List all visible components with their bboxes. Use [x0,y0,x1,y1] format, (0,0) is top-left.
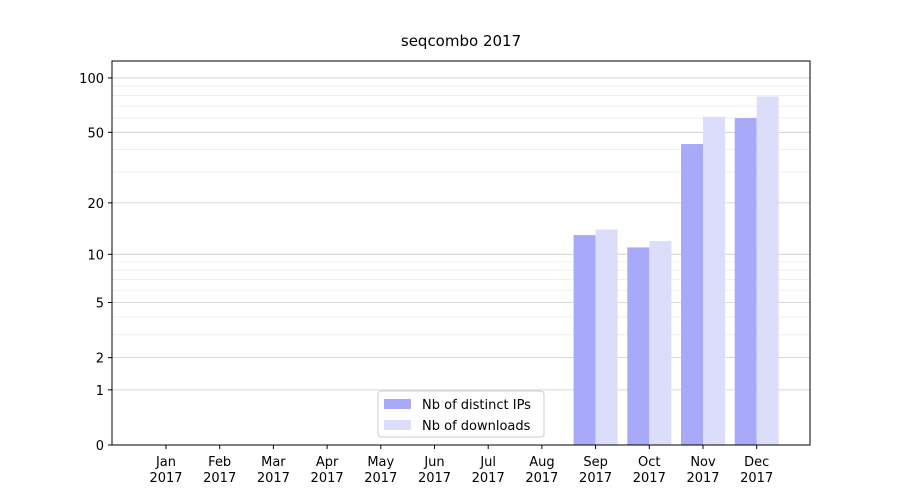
x-tick-label: Jul 2017 [472,455,505,486]
bar [681,144,703,445]
legend-swatch [384,420,411,430]
x-tick-label: Mar 2017 [257,455,290,486]
legend-label: Nb of distinct IPs [422,398,531,413]
legend-box [377,390,545,438]
bar [627,247,650,445]
bar [756,96,779,446]
x-tick-label: Apr 2017 [311,455,344,486]
x-tick-label: Jan 2017 [149,455,182,486]
y-tick-label: 20 [87,197,104,212]
x-tick-label: Sep 2017 [579,455,612,486]
x-tick-label: May 2017 [364,455,397,486]
legend-label: Nb of downloads [422,419,531,434]
y-tick-label: 50 [87,126,104,141]
x-tick-label: Feb 2017 [203,455,236,486]
x-tick-label: Aug 2017 [525,455,558,486]
x-tick-label: Jun 2017 [418,455,451,486]
plot-frame [111,60,811,446]
chart-title: seqcombo 2017 [401,32,521,50]
legend-swatch [384,399,411,409]
x-tick-label: Oct 2017 [633,455,666,486]
bar [595,229,618,445]
y-tick-label: 1 [96,384,104,399]
bar [734,118,757,445]
x-tick-label: Nov 2017 [686,455,719,486]
bar [703,116,725,445]
y-tick-label: 2 [96,352,104,367]
y-tick-label: 10 [87,248,104,263]
bar [649,241,672,445]
y-tick-label: 5 [96,296,104,311]
x-tick-label: Dec 2017 [740,455,773,486]
y-tick-label: 0 [96,439,104,454]
y-tick-label: 100 [79,72,104,87]
bar [573,235,596,445]
